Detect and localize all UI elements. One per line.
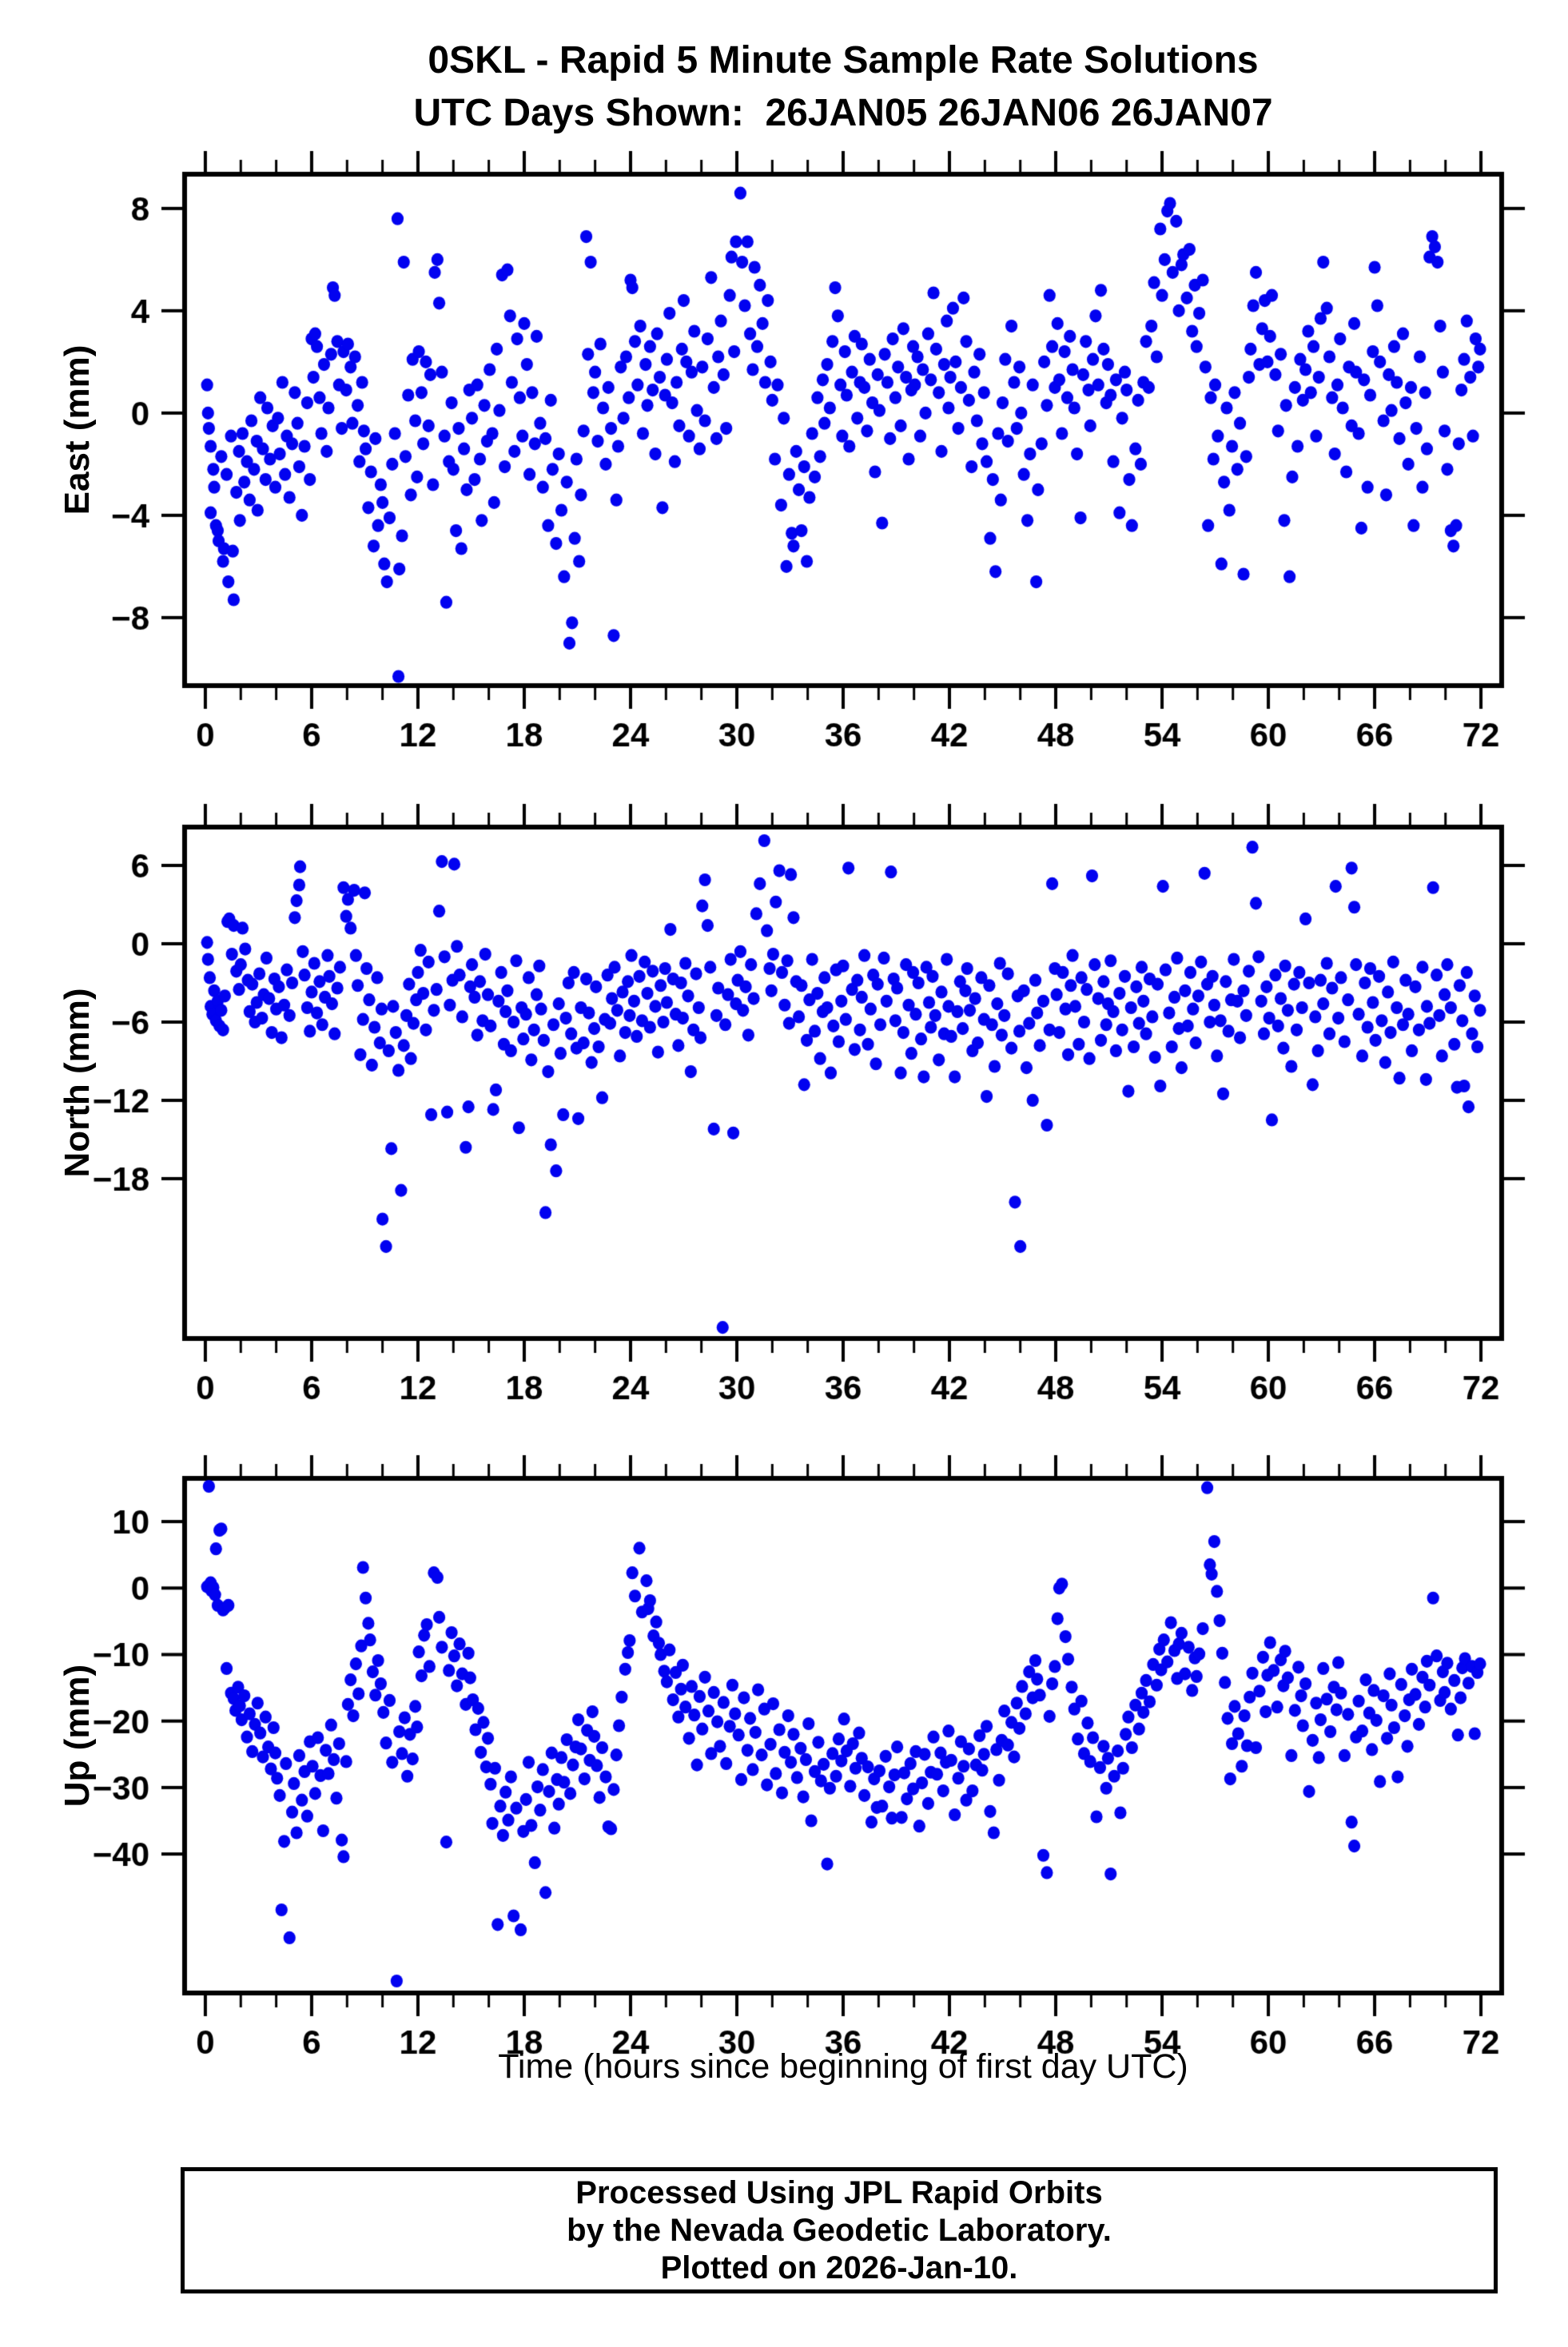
page-subtitle: UTC Days Shown: 26JAN05 26JAN06 26JAN07 <box>413 92 1273 134</box>
credit-line-1: Processed Using JPL Rapid Orbits <box>575 2174 1103 2210</box>
credit-line-3: Plotted on 2026-Jan-10. <box>660 2250 1018 2285</box>
credit-line-2: by the Nevada Geodetic Laboratory. <box>567 2212 1112 2248</box>
credit-box: Processed Using JPL Rapid Orbits by the … <box>181 2167 1498 2293</box>
x-axis-label: Time (hours since beginning of first day… <box>498 2047 1188 2086</box>
page-title: 0SKL - Rapid 5 Minute Sample Rate Soluti… <box>428 39 1259 82</box>
